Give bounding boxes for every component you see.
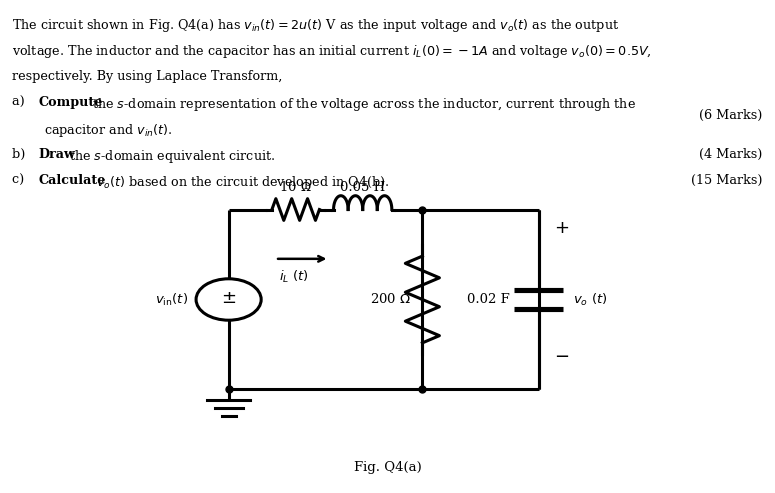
Text: b): b) bbox=[12, 148, 34, 161]
Text: $v_o$ $(t)$: $v_o$ $(t)$ bbox=[573, 291, 607, 308]
Text: 0.02 F: 0.02 F bbox=[467, 293, 510, 306]
Text: (6 Marks): (6 Marks) bbox=[699, 109, 763, 122]
Text: $\pm$: $\pm$ bbox=[221, 289, 236, 307]
Text: 200 $\Omega$: 200 $\Omega$ bbox=[370, 292, 411, 307]
Text: −: − bbox=[554, 348, 570, 366]
Text: 0.05 H: 0.05 H bbox=[340, 181, 385, 194]
Text: c): c) bbox=[12, 174, 33, 187]
Text: Draw: Draw bbox=[39, 148, 76, 161]
Text: (4 Marks): (4 Marks) bbox=[699, 148, 763, 161]
Text: voltage. The inductor and the capacitor has an initial current $i_L(0) = -1A$ an: voltage. The inductor and the capacitor … bbox=[12, 43, 653, 60]
Text: +: + bbox=[554, 219, 569, 238]
Text: $v_o(t)$ based on the circuit developed in Q4(b).: $v_o(t)$ based on the circuit developed … bbox=[92, 174, 390, 191]
Text: capacitor and $v_{in}(t)$.: capacitor and $v_{in}(t)$. bbox=[44, 122, 173, 139]
Text: a): a) bbox=[12, 96, 33, 108]
Text: respectively. By using Laplace Transform,: respectively. By using Laplace Transform… bbox=[12, 70, 283, 82]
Text: the $s$-domain equivalent circuit.: the $s$-domain equivalent circuit. bbox=[65, 148, 275, 165]
Text: $v_{\rm in}$$(t)$: $v_{\rm in}$$(t)$ bbox=[155, 291, 188, 308]
Text: $i_L$ $(t)$: $i_L$ $(t)$ bbox=[279, 269, 308, 285]
Text: (15 Marks): (15 Marks) bbox=[691, 174, 763, 187]
Text: Fig. Q4(a): Fig. Q4(a) bbox=[353, 461, 422, 474]
Text: Compute: Compute bbox=[39, 96, 103, 108]
Text: the $s$-domain representation of the voltage across the inductor, current throug: the $s$-domain representation of the vol… bbox=[88, 96, 636, 112]
Text: 10 $\Omega$: 10 $\Omega$ bbox=[279, 180, 312, 194]
Text: The circuit shown in Fig. Q4(a) has $v_{in}(t) = 2u(t)$ V as the input voltage a: The circuit shown in Fig. Q4(a) has $v_{… bbox=[12, 17, 620, 34]
Text: Calculate: Calculate bbox=[39, 174, 106, 187]
